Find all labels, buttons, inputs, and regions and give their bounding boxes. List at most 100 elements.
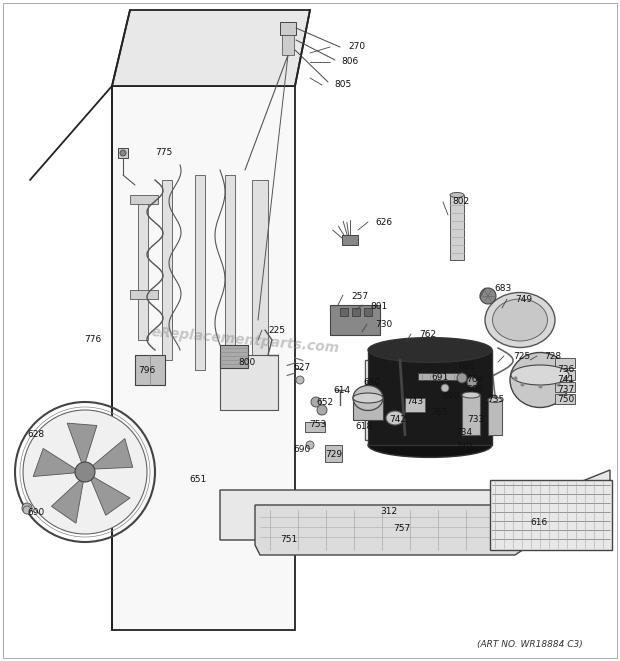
Text: eReplacementparts.com: eReplacementparts.com xyxy=(150,325,340,355)
Text: 765: 765 xyxy=(430,408,447,417)
Text: 618: 618 xyxy=(355,422,372,431)
Text: 690: 690 xyxy=(293,445,310,454)
Circle shape xyxy=(23,506,31,514)
Text: 735: 735 xyxy=(487,395,504,404)
Polygon shape xyxy=(418,373,460,380)
Bar xyxy=(555,370,575,380)
Text: 733: 733 xyxy=(467,415,484,424)
Polygon shape xyxy=(325,445,342,462)
Text: 749: 749 xyxy=(515,295,532,304)
Text: 652: 652 xyxy=(316,398,333,407)
Text: (ART NO. WR18884 C3): (ART NO. WR18884 C3) xyxy=(477,641,583,650)
Text: 740: 740 xyxy=(455,442,472,451)
Circle shape xyxy=(306,441,314,449)
Text: 729: 729 xyxy=(325,450,342,459)
Circle shape xyxy=(296,376,304,384)
Bar xyxy=(352,308,360,316)
Text: 686: 686 xyxy=(458,362,476,371)
Ellipse shape xyxy=(386,411,404,425)
Text: 270: 270 xyxy=(348,42,365,51)
Text: 764: 764 xyxy=(466,375,483,384)
Text: 614: 614 xyxy=(333,386,350,395)
Polygon shape xyxy=(368,350,492,445)
Text: 762: 762 xyxy=(419,330,436,339)
Polygon shape xyxy=(112,10,310,86)
Bar xyxy=(488,400,502,435)
Ellipse shape xyxy=(353,393,383,403)
Circle shape xyxy=(441,384,449,392)
Text: 751: 751 xyxy=(280,535,297,544)
Ellipse shape xyxy=(450,192,464,198)
Polygon shape xyxy=(405,398,425,412)
Text: 683: 683 xyxy=(494,284,512,293)
Polygon shape xyxy=(138,200,148,340)
Text: 750: 750 xyxy=(557,395,574,404)
Circle shape xyxy=(480,288,496,304)
Text: 806: 806 xyxy=(341,57,358,66)
Bar xyxy=(462,395,480,435)
Ellipse shape xyxy=(511,365,569,385)
Text: 627: 627 xyxy=(293,363,310,372)
Polygon shape xyxy=(135,355,165,385)
Polygon shape xyxy=(282,35,294,55)
Text: 728: 728 xyxy=(544,352,561,361)
Ellipse shape xyxy=(368,338,492,362)
Polygon shape xyxy=(220,470,610,540)
Text: 691: 691 xyxy=(431,373,448,382)
Bar xyxy=(555,394,575,404)
Polygon shape xyxy=(33,448,77,477)
Circle shape xyxy=(467,377,477,387)
Polygon shape xyxy=(162,180,172,360)
Polygon shape xyxy=(130,195,158,204)
Text: 257: 257 xyxy=(351,292,368,301)
Text: 800: 800 xyxy=(238,358,255,367)
Text: 757: 757 xyxy=(393,524,410,533)
Text: 736: 736 xyxy=(557,365,574,374)
Circle shape xyxy=(311,397,321,407)
Text: 743: 743 xyxy=(406,397,423,406)
Text: 776: 776 xyxy=(84,335,101,344)
Polygon shape xyxy=(51,480,84,524)
Text: 805: 805 xyxy=(334,80,352,89)
Text: 741: 741 xyxy=(557,375,574,384)
Text: 730: 730 xyxy=(375,320,392,329)
Circle shape xyxy=(457,373,467,383)
Polygon shape xyxy=(280,22,296,35)
Circle shape xyxy=(80,452,120,492)
Bar xyxy=(364,308,372,316)
Bar xyxy=(555,382,575,392)
Ellipse shape xyxy=(492,299,547,341)
Text: 802: 802 xyxy=(452,197,469,206)
Circle shape xyxy=(23,410,147,534)
Polygon shape xyxy=(255,505,530,555)
Text: 742: 742 xyxy=(389,415,406,424)
Polygon shape xyxy=(112,86,295,630)
Text: 775: 775 xyxy=(155,148,172,157)
Text: 650: 650 xyxy=(363,378,380,387)
Ellipse shape xyxy=(485,293,555,348)
Polygon shape xyxy=(130,290,158,299)
Text: 725: 725 xyxy=(513,352,530,361)
Circle shape xyxy=(120,150,126,156)
Bar xyxy=(330,305,380,335)
Circle shape xyxy=(75,462,95,482)
Polygon shape xyxy=(67,423,97,465)
Text: 737: 737 xyxy=(557,385,574,394)
Ellipse shape xyxy=(353,385,383,410)
Text: 628: 628 xyxy=(27,430,44,439)
Text: 690: 690 xyxy=(27,508,44,517)
Bar xyxy=(490,480,612,550)
Polygon shape xyxy=(195,175,205,370)
Ellipse shape xyxy=(510,352,570,407)
Circle shape xyxy=(22,503,32,513)
Polygon shape xyxy=(225,175,235,365)
Text: 225: 225 xyxy=(268,326,285,335)
Text: 616: 616 xyxy=(530,518,547,527)
Polygon shape xyxy=(252,180,268,370)
Bar xyxy=(450,195,464,260)
Text: 753: 753 xyxy=(309,420,326,429)
Circle shape xyxy=(317,405,327,415)
Text: 312: 312 xyxy=(380,507,397,516)
Text: 690: 690 xyxy=(466,385,483,394)
Ellipse shape xyxy=(462,392,480,398)
